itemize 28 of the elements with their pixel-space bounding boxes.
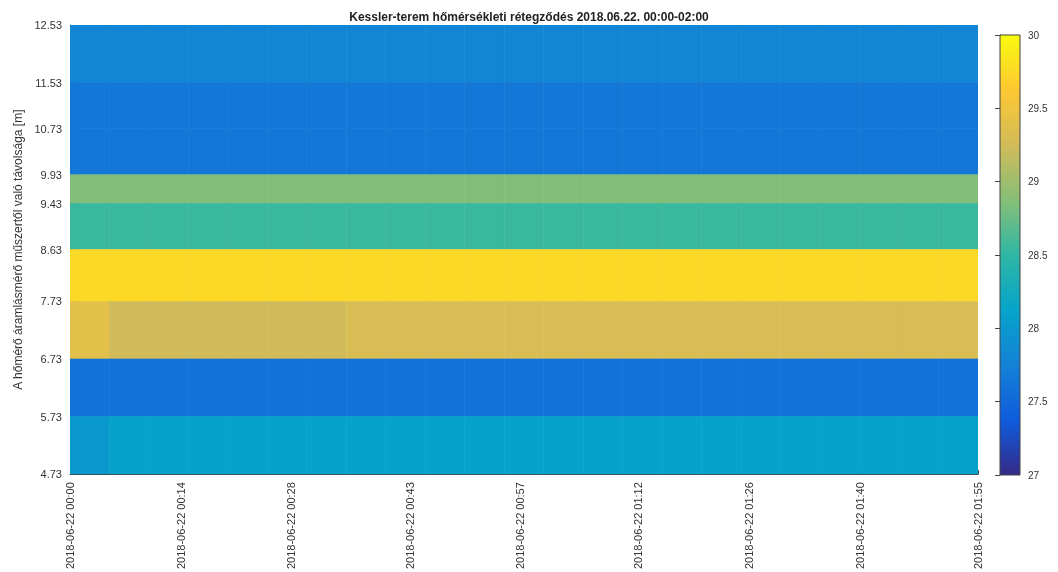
x-tick-label: 2018-06-22 00:57 (514, 482, 527, 570)
x-tick-label: 2018-06-22 00:14 (174, 482, 187, 570)
y-tick-label: 5.73 (40, 410, 62, 423)
color-bar-label: 27 (1028, 469, 1040, 481)
y-axis-title: A hőmérő áramlásmérő műszertől való távolsága [m] (10, 109, 25, 390)
y-tick-label: 10.73 (34, 122, 62, 135)
x-tick-label: 2018-06-22 01:26 (743, 482, 756, 570)
y-tick-label: 8.63 (40, 243, 62, 256)
x-tick-label: 2018-06-22 01:12 (632, 482, 645, 570)
x-tick-label: 2018-06-22 01:40 (853, 482, 866, 570)
color-bar-label: 28.5 (1028, 249, 1048, 261)
y-tick-label: 7.73 (40, 295, 62, 308)
color-bar-label: 29 (1028, 176, 1040, 188)
y-tick-label: 11.53 (35, 76, 62, 89)
y-tick-label: 12.53 (34, 19, 62, 31)
x-tick-label: 2018-06-22 01:55 (972, 482, 984, 570)
y-tick-label: 9.43 (40, 197, 62, 210)
x-tick-label: 2018-06-22 00:28 (285, 482, 298, 570)
color-bar-label: 29.5 (1028, 102, 1048, 114)
x-tick-label: 2018-06-22 00:43 (403, 482, 416, 570)
y-tick-label: 6.73 (40, 352, 62, 365)
color-bar-label: 30 (1028, 29, 1040, 41)
y-tick-label: 4.73 (40, 468, 62, 481)
color-bar-label: 27.5 (1028, 396, 1048, 408)
chart-title: Kessler-terem hőmérsékleti rétegződés 2018.06.22. 00:00-02:00 (349, 10, 710, 24)
y-tick-label: 9.93 (40, 168, 62, 181)
x-tick-label: 2018-06-22 00:00 (64, 482, 76, 570)
color-bar-label: 28 (1028, 322, 1040, 334)
